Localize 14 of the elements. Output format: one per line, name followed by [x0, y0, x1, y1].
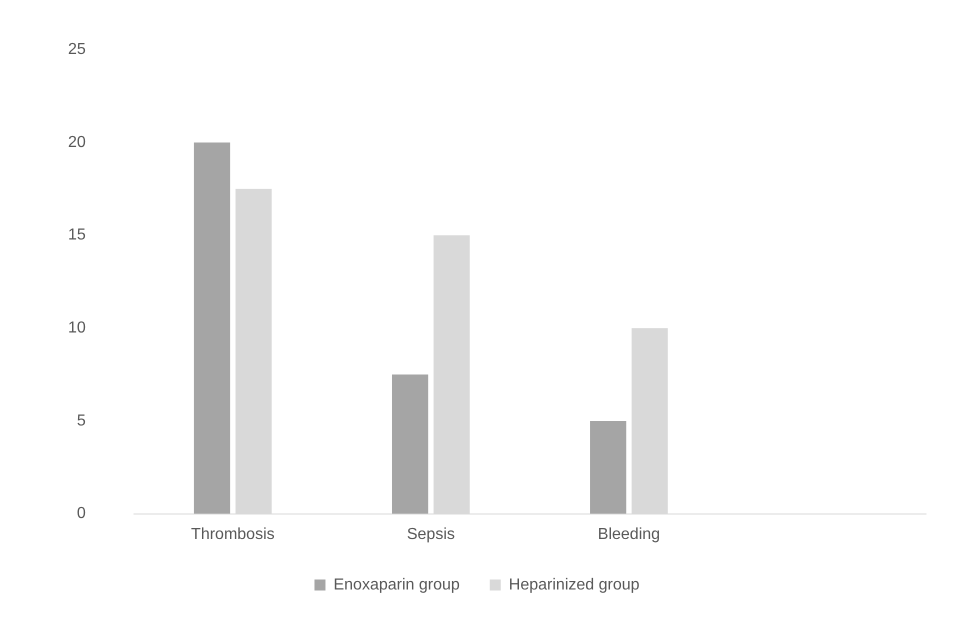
y-tick-label: 0 — [76, 505, 86, 522]
bar — [590, 420, 626, 514]
x-tick-label: Bleeding — [598, 526, 660, 543]
legend-label: Heparinized group — [508, 576, 640, 594]
x-tick-label: Sepsis — [406, 526, 455, 543]
y-tick-label: 10 — [68, 320, 86, 337]
y-tick-label: 25 — [68, 41, 86, 58]
y-tick-label: 5 — [76, 412, 86, 430]
bar — [392, 374, 428, 514]
y-tick-label: 20 — [68, 134, 86, 151]
x-tick-label: Thrombosis — [191, 526, 275, 543]
bar — [194, 142, 230, 514]
legend-label: Enoxaparin group — [333, 576, 460, 594]
y-tick-label: 15 — [68, 226, 86, 244]
